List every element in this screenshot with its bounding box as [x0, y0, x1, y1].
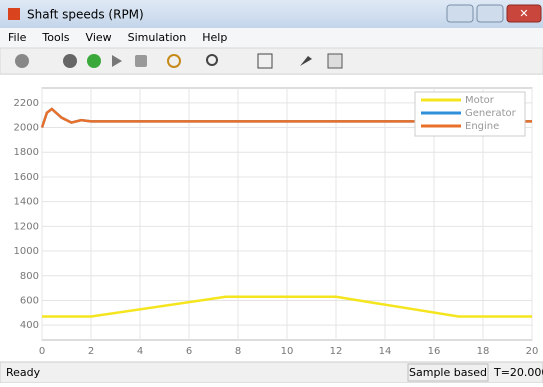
- y-tick-label: 1200: [14, 221, 39, 232]
- y-tick-label: 1400: [14, 197, 39, 208]
- page: {"window": {"title": "Shaft speeds (RPM)…: [0, 0, 543, 383]
- menu-item[interactable]: File: [8, 31, 27, 44]
- app-icon: [8, 8, 20, 20]
- menu-item[interactable]: Help: [202, 31, 227, 44]
- y-tick-label: 800: [20, 271, 39, 282]
- x-tick-label: 0: [39, 346, 45, 357]
- x-tick-label: 20: [526, 346, 539, 357]
- settings-icon[interactable]: [15, 54, 29, 68]
- menu-item[interactable]: View: [86, 31, 112, 44]
- status-text: Ready: [6, 366, 41, 379]
- close-glyph: ✕: [519, 7, 528, 20]
- x-tick-label: 18: [477, 346, 490, 357]
- menu-bar: [0, 28, 543, 48]
- step-back-icon[interactable]: [63, 54, 77, 68]
- maximize-button[interactable]: [477, 5, 503, 22]
- menu-item[interactable]: Simulation: [128, 31, 187, 44]
- legend-label: Engine: [465, 121, 499, 132]
- y-tick-label: 2200: [14, 98, 39, 109]
- status-time: T=20.000: [493, 366, 543, 379]
- status-mode: Sample based: [409, 366, 487, 379]
- window-title: Shaft speeds (RPM): [27, 8, 144, 22]
- x-tick-label: 8: [235, 346, 241, 357]
- x-tick-label: 16: [428, 346, 441, 357]
- run-icon[interactable]: [87, 54, 101, 68]
- style-icon[interactable]: [328, 54, 342, 68]
- y-tick-label: 600: [20, 295, 39, 306]
- y-tick-label: 1800: [14, 147, 39, 158]
- x-tick-label: 10: [281, 346, 294, 357]
- x-tick-label: 6: [186, 346, 192, 357]
- minimize-button[interactable]: [447, 5, 473, 22]
- window: Shaft speeds (RPM) ✕ File Tools View Simula…: [0, 0, 543, 383]
- x-tick-label: 12: [330, 346, 343, 357]
- y-tick-label: 400: [20, 320, 39, 331]
- legend-label: Generator: [465, 108, 517, 119]
- menu-item[interactable]: Tools: [41, 31, 69, 44]
- y-tick-label: 1600: [14, 172, 39, 183]
- x-tick-label: 4: [137, 346, 143, 357]
- y-tick-label: 1000: [14, 246, 39, 257]
- y-tick-label: 2000: [14, 123, 39, 134]
- stop-icon[interactable]: [135, 55, 147, 67]
- x-tick-label: 14: [379, 346, 392, 357]
- legend-label: Motor: [465, 95, 495, 106]
- x-tick-label: 2: [88, 346, 94, 357]
